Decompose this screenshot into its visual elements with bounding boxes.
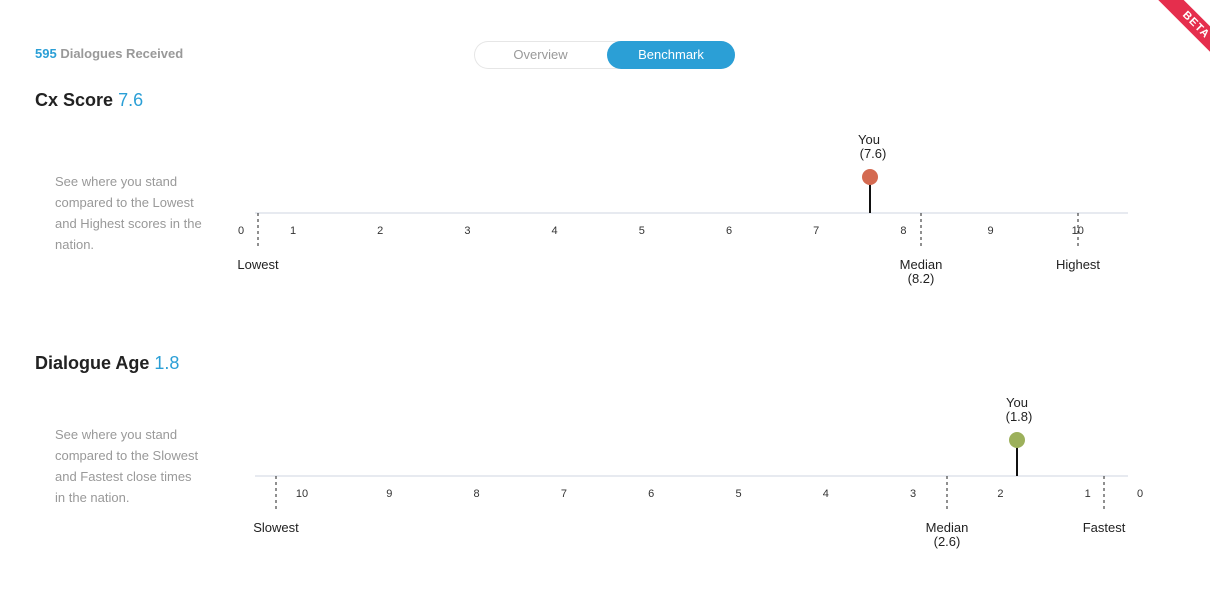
cx-score-description: See where you stand compared to the Lowe… bbox=[55, 174, 202, 252]
cx-score-value: 7.6 bbox=[118, 90, 144, 110]
lowest-label: Lowest bbox=[237, 257, 279, 272]
slowest-label: Slowest bbox=[253, 520, 299, 535]
age-tick-label: 8 bbox=[474, 488, 480, 500]
cx-tick-label: 0 bbox=[238, 225, 244, 237]
cx-tick-label: 6 bbox=[726, 225, 732, 237]
cx-tick-label: 3 bbox=[464, 225, 470, 237]
age-tick-label: 3 bbox=[910, 488, 916, 500]
you-value: (1.8) bbox=[1006, 409, 1033, 424]
you-label: You bbox=[858, 132, 880, 147]
age-tick-label: 2 bbox=[997, 488, 1003, 500]
age-tick-label: 1 bbox=[1085, 488, 1091, 500]
age-tick-label: 4 bbox=[823, 488, 829, 500]
cx-score-title: Cx Score 7.6 bbox=[35, 90, 143, 111]
tab-overview[interactable]: Overview bbox=[513, 47, 568, 62]
cx-tick-label: 1 bbox=[290, 225, 296, 237]
cx-score-chart: 0 1 2 3 4 5 6 7 8 9 10 Lowest Highest Median (8.2)… bbox=[237, 132, 1128, 286]
dialogue-age-description: See where you stand compared to the Slow… bbox=[55, 427, 199, 505]
dialogue-age-title: Dialogue Age 1.8 bbox=[35, 353, 179, 374]
age-tick-label: 5 bbox=[735, 488, 741, 500]
you-value: (7.6) bbox=[860, 146, 887, 161]
dialogues-received: 595 Dialogues Received bbox=[35, 46, 183, 61]
age-tick-label: 10 bbox=[296, 488, 308, 500]
view-toggle: Overview Benchmark bbox=[474, 41, 735, 69]
cx-tick-label: 5 bbox=[639, 225, 645, 237]
median-value: (2.6) bbox=[934, 534, 961, 549]
dialogue-age-value: 1.8 bbox=[154, 353, 180, 373]
cx-tick-label: 9 bbox=[988, 225, 994, 237]
cx-tick-label: 4 bbox=[552, 225, 558, 237]
median-label: Median bbox=[926, 520, 969, 535]
median-label: Median bbox=[900, 257, 943, 272]
cx-tick-label: 7 bbox=[813, 225, 819, 237]
beta-label: BETA bbox=[1154, 0, 1210, 67]
you-label: You bbox=[1006, 395, 1028, 410]
you-marker bbox=[1009, 432, 1025, 448]
cx-tick-label: 8 bbox=[900, 225, 906, 237]
highest-label: Highest bbox=[1056, 257, 1100, 272]
age-tick-label: 0 bbox=[1137, 488, 1143, 500]
age-tick-label: 6 bbox=[648, 488, 654, 500]
cx-tick-label: 2 bbox=[377, 225, 383, 237]
dialogues-label: Dialogues Received bbox=[56, 46, 184, 61]
dialogue-age-chart: 10 9 8 7 6 5 4 3 2 1 0 Slowest Fastest Median (2.6… bbox=[253, 395, 1143, 549]
beta-ribbon: BETA bbox=[1140, 0, 1210, 70]
you-marker bbox=[862, 169, 878, 185]
dialogue-age-label: Dialogue Age bbox=[35, 353, 150, 373]
age-tick-label: 9 bbox=[386, 488, 392, 500]
tab-benchmark[interactable]: Benchmark bbox=[607, 41, 735, 69]
age-tick-label: 7 bbox=[561, 488, 567, 500]
fastest-label: Fastest bbox=[1083, 520, 1126, 535]
median-value: (8.2) bbox=[908, 271, 935, 286]
dialogues-count: 595 bbox=[35, 46, 57, 61]
cx-score-label: Cx Score bbox=[35, 90, 114, 110]
